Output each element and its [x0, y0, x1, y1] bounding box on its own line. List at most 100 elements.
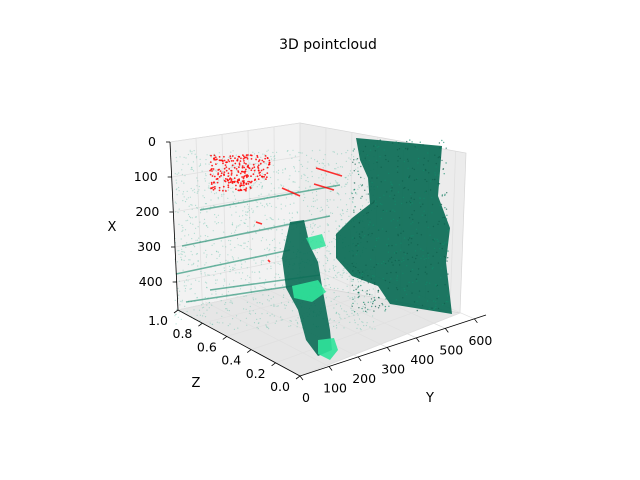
red-point	[219, 159, 222, 162]
sparse-point	[323, 158, 325, 161]
dense-point	[410, 223, 412, 225]
dense-point	[362, 236, 364, 238]
dense-point	[433, 307, 436, 309]
sparse-point	[179, 290, 181, 292]
red-point	[243, 166, 246, 169]
dense-point	[391, 190, 393, 192]
dense-point	[387, 287, 389, 289]
sparse-point	[357, 167, 359, 169]
sparse-point	[310, 157, 312, 159]
dense-point	[361, 276, 363, 279]
dense-point	[432, 178, 434, 181]
sparse-point	[347, 149, 349, 152]
sparse-point	[203, 197, 205, 199]
sparse-point	[355, 168, 357, 170]
red-point	[244, 172, 246, 174]
sparse-point	[174, 315, 176, 317]
dense-point	[442, 168, 445, 170]
sparse-point	[319, 247, 321, 249]
red-point	[231, 180, 234, 183]
chart-title: 3D pointcloud	[279, 37, 377, 53]
sparse-point	[181, 224, 183, 227]
sparse-point	[284, 168, 286, 170]
sparse-point	[208, 163, 210, 165]
dense-point	[409, 237, 411, 239]
sparse-point	[329, 190, 331, 193]
dense-point	[416, 254, 418, 257]
red-point	[228, 160, 231, 163]
red-point	[265, 178, 267, 181]
dense-point	[357, 286, 359, 288]
dense-point	[443, 216, 445, 219]
dense-point	[445, 218, 448, 220]
dense-point	[397, 155, 399, 158]
red-point	[227, 172, 230, 175]
sparse-point	[311, 192, 314, 194]
sparse-point	[185, 279, 187, 281]
sparse-point	[253, 225, 255, 228]
sparse-point	[260, 182, 262, 184]
sparse-point	[296, 326, 298, 328]
sparse-point	[348, 275, 350, 277]
dense-point	[422, 203, 424, 205]
sparse-point	[256, 186, 258, 188]
dense-point	[395, 259, 398, 261]
sparse-point	[231, 166, 233, 168]
sparse-point	[196, 314, 198, 316]
sparse-point	[266, 312, 268, 314]
sparse-point	[224, 303, 226, 305]
dense-mass-right	[336, 138, 452, 314]
dense-point	[395, 271, 397, 274]
dense-point	[373, 275, 375, 277]
sparse-point	[330, 253, 332, 255]
red-point	[225, 169, 228, 172]
sparse-point	[327, 259, 329, 261]
dense-point	[411, 268, 414, 271]
red-point	[239, 184, 242, 187]
sparse-point	[253, 224, 255, 226]
sparse-point	[314, 200, 316, 202]
sparse-point	[274, 193, 276, 195]
dense-point	[446, 192, 448, 194]
sparse-point	[363, 178, 365, 180]
dense-point	[391, 142, 394, 144]
sparse-point	[289, 219, 291, 221]
sparse-point	[333, 237, 335, 240]
sparse-point	[250, 248, 252, 251]
sparse-point	[234, 267, 236, 269]
sparse-point	[282, 296, 284, 298]
sparse-point	[235, 227, 238, 229]
sparse-point	[267, 326, 269, 328]
dense-point	[374, 144, 377, 147]
sparse-point	[196, 297, 198, 299]
dense-point	[415, 257, 417, 260]
dense-point	[425, 257, 427, 260]
red-point	[236, 180, 239, 183]
dense-point	[441, 247, 443, 250]
sparse-point	[316, 199, 318, 201]
sparse-point	[282, 169, 284, 171]
sparse-point	[221, 293, 223, 295]
red-point	[210, 154, 212, 157]
sparse-point	[274, 305, 276, 307]
sparse-point	[231, 256, 233, 258]
dense-point	[437, 183, 439, 185]
sparse-point	[186, 242, 188, 244]
sparse-point	[325, 285, 327, 287]
sparse-point	[341, 276, 343, 278]
sparse-point	[279, 276, 281, 279]
dense-point	[395, 226, 397, 229]
dense-point	[376, 237, 378, 240]
sparse-point	[366, 322, 368, 324]
sparse-point	[234, 264, 236, 266]
sparse-point	[189, 149, 191, 151]
dense-point	[390, 188, 392, 191]
dense-point	[403, 288, 405, 290]
sparse-point	[235, 205, 237, 208]
dense-point	[408, 244, 410, 246]
dense-point	[414, 146, 416, 148]
sparse-point	[371, 294, 373, 296]
dense-point	[421, 214, 423, 216]
sparse-point	[228, 310, 230, 312]
